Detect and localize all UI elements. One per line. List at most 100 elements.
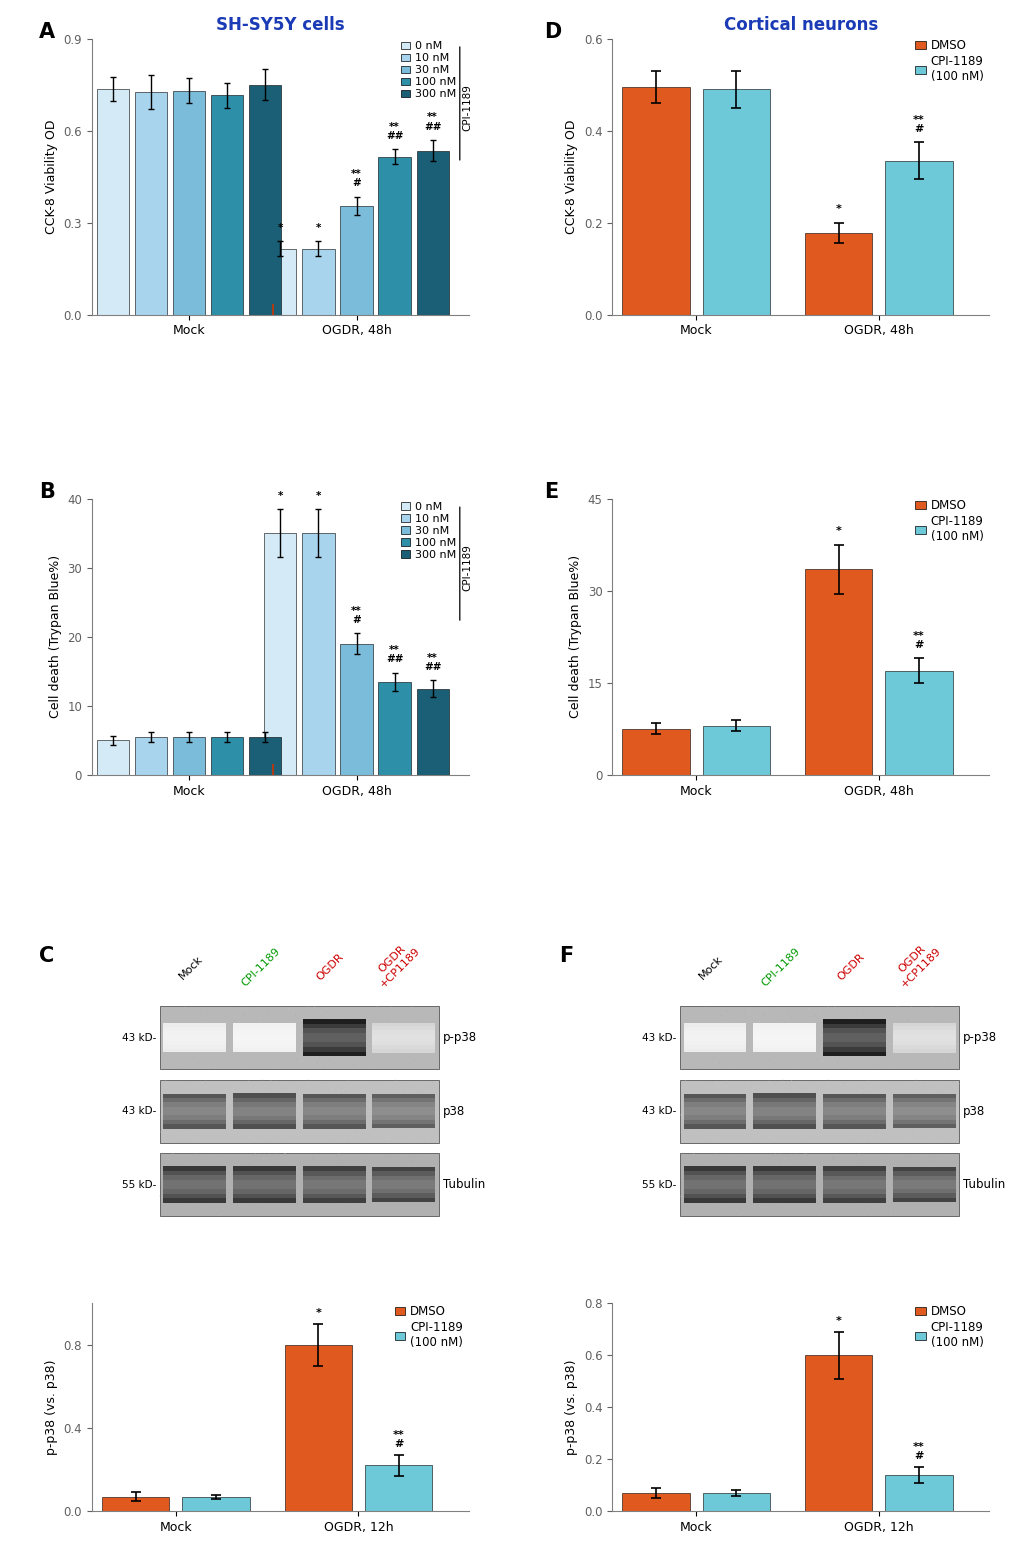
Point — [721, 1146, 738, 1170]
Bar — [683, 1098, 746, 1103]
Point — [750, 1075, 766, 1099]
Point — [896, 1039, 912, 1064]
Point — [756, 1178, 772, 1203]
Bar — [683, 1198, 746, 1203]
Point — [936, 1093, 953, 1118]
Point — [688, 1047, 704, 1072]
Point — [326, 999, 342, 1024]
Point — [676, 1024, 692, 1049]
Point — [273, 1001, 289, 1025]
Text: 43 kD-: 43 kD- — [121, 1106, 156, 1116]
Point — [826, 1021, 843, 1045]
Point — [707, 1152, 723, 1177]
Point — [728, 1198, 744, 1223]
Point — [735, 1197, 751, 1221]
Point — [909, 1187, 925, 1212]
Point — [211, 1163, 227, 1187]
Point — [714, 1072, 731, 1096]
Point — [931, 1056, 948, 1081]
Point — [300, 1194, 316, 1218]
Point — [898, 1144, 914, 1169]
Point — [845, 1101, 861, 1126]
Point — [179, 1121, 196, 1146]
Point — [727, 1035, 743, 1059]
Text: *: * — [277, 490, 283, 501]
Point — [341, 1194, 358, 1218]
Point — [210, 1099, 226, 1124]
Point — [937, 1025, 954, 1050]
Point — [777, 1013, 794, 1038]
Point — [214, 1198, 230, 1223]
Point — [811, 1004, 827, 1029]
Point — [726, 1016, 742, 1041]
Text: **
#: ** # — [351, 170, 362, 188]
Bar — [822, 1180, 886, 1184]
Point — [410, 1008, 426, 1033]
Point — [375, 1016, 391, 1041]
Point — [686, 1116, 702, 1141]
Point — [208, 1016, 224, 1041]
Point — [825, 1030, 842, 1055]
Point — [340, 1004, 357, 1029]
Point — [767, 1141, 784, 1166]
Point — [750, 1047, 766, 1072]
Point — [908, 1166, 924, 1190]
Point — [853, 1055, 869, 1079]
Point — [333, 1201, 350, 1226]
Point — [799, 1187, 815, 1212]
Legend: DMSO, CPI-1189
(100 nM): DMSO, CPI-1189 (100 nM) — [914, 500, 982, 543]
Text: **
#: ** # — [392, 1429, 405, 1449]
Point — [414, 1190, 430, 1215]
Point — [215, 1036, 231, 1061]
Point — [355, 1156, 371, 1181]
Point — [895, 1096, 911, 1121]
Point — [877, 1113, 894, 1138]
Point — [908, 1172, 924, 1197]
Point — [157, 1022, 173, 1047]
Point — [423, 1027, 439, 1052]
Point — [890, 1010, 906, 1035]
Bar — [372, 1049, 435, 1053]
Text: **
##: ** ## — [424, 652, 441, 672]
Bar — [249, 737, 281, 774]
Point — [184, 1029, 201, 1053]
Point — [282, 1095, 299, 1119]
Bar — [822, 1047, 886, 1052]
Point — [918, 1069, 934, 1093]
Point — [380, 1126, 396, 1150]
Point — [424, 1118, 440, 1143]
Point — [417, 1184, 433, 1209]
Point — [701, 1038, 717, 1062]
Bar — [232, 1045, 296, 1049]
Point — [218, 1072, 234, 1096]
Point — [250, 1115, 266, 1140]
Point — [344, 1144, 361, 1169]
Point — [278, 1200, 294, 1224]
Text: p38: p38 — [442, 1104, 465, 1118]
Point — [354, 1127, 370, 1152]
Point — [409, 1109, 425, 1133]
Point — [202, 1107, 218, 1132]
Point — [304, 1187, 320, 1212]
Point — [335, 1197, 352, 1221]
Bar — [892, 1189, 955, 1194]
Point — [231, 1186, 248, 1210]
Point — [837, 1025, 853, 1050]
Point — [747, 1004, 763, 1029]
Point — [913, 1047, 929, 1072]
Point — [324, 1078, 340, 1103]
Point — [765, 1203, 782, 1227]
Point — [404, 1149, 420, 1173]
Point — [950, 1076, 966, 1101]
Bar — [378, 157, 411, 315]
Point — [158, 1044, 174, 1069]
Bar — [372, 1045, 435, 1049]
Point — [230, 1047, 247, 1072]
Point — [809, 1181, 825, 1206]
Point — [686, 1027, 702, 1052]
Point — [823, 1089, 840, 1113]
Point — [291, 1124, 308, 1149]
Point — [191, 1012, 207, 1036]
Point — [802, 1190, 818, 1215]
Point — [410, 1198, 426, 1223]
